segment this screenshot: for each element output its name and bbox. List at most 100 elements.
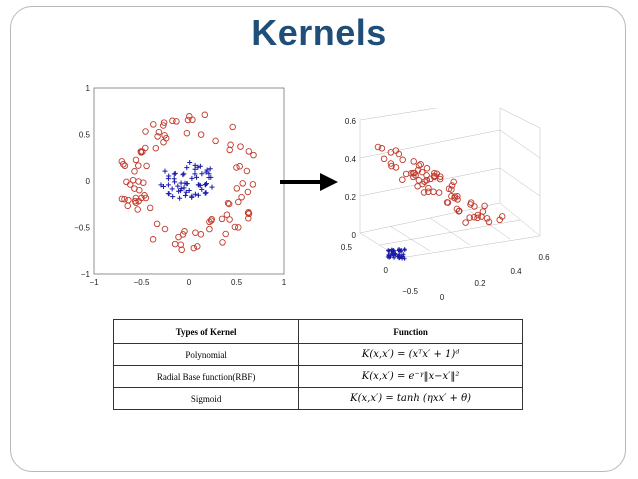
data-point-circle [421,178,428,185]
data-point-circle [236,163,243,170]
data-point-circle [125,196,132,204]
data-point-circle [423,165,431,172]
x-tick-label: 0 [187,278,192,287]
data-point-plus [397,256,401,261]
data-point-circle [479,208,487,215]
data-point-circle [237,143,244,150]
data-point-circle [118,158,126,165]
data-point-plus [171,176,177,182]
data-point-circle [132,156,140,164]
data-point-circle [173,118,180,125]
data-point-circle [443,199,451,206]
y-tick-label: −1 [81,270,91,279]
data-point-circle [224,199,232,207]
data-point-plus [177,195,183,201]
data-point-circle [123,178,130,186]
scatter-plot-3d: 0.6 0.4 0.2 0 0.5 0 −0.5 0 0.2 0.4 0.6 [341,108,550,302]
data-point-plus [186,188,192,193]
data-point-plus [389,247,394,252]
data-point-plus [397,247,401,251]
data-point-plus [161,184,166,189]
data-point-circle [124,202,131,210]
data-point-circle [471,203,478,210]
data-point-circle [387,160,395,167]
data-point-circle [226,216,233,223]
data-point-circle [425,184,432,192]
data-point-circle [243,167,251,175]
data-point-plus [181,171,187,177]
kernel-type: Sigmoid [112,387,300,410]
x-tick-label: −0.5 [134,278,150,287]
data-point-circle [160,119,168,126]
data-point-circle [450,178,457,186]
data-point-circle [153,220,161,228]
data-point-circle [186,113,193,120]
data-point-circle [423,172,430,179]
data-point-circle [225,200,233,208]
data-point-plus [180,172,186,178]
data-point-circle [435,189,443,196]
data-point-circle [155,128,163,136]
kernel-function: K(x,x′) = (xᵀx′ + 1)ᵈ [298,343,523,366]
data-point-circle [206,225,213,233]
data-point-circle [131,197,139,205]
data-point-circle [150,121,157,128]
data-point-circle [154,133,161,140]
data-point-plus [202,190,208,196]
data-point-plus [189,193,195,199]
x-tick-label: 1 [282,278,287,287]
data-point-circle [399,156,406,164]
data-point-circle [448,186,455,193]
data-point-circle [219,239,226,246]
data-point-circle [415,162,423,169]
data-point-plus [184,165,190,171]
y-tick-label: 1 [86,84,91,93]
data-point-circle [496,216,503,224]
data-point-circle [131,185,138,192]
data-point-plus [207,166,213,172]
data-point-circle [231,223,239,231]
slide-frame [10,6,626,472]
data-point-circle [140,179,147,186]
data-point-circle [233,164,240,171]
data-point-circle [171,240,179,248]
data-point-circle [451,193,459,200]
data-point-plus [165,182,171,188]
data-point-circle [184,116,192,124]
z-tick-label: 0.4 [345,155,357,164]
data-point-circle [131,168,138,175]
data-point-plus [183,189,189,195]
data-point-circle [134,206,141,213]
data-point-circle [244,188,252,196]
data-point-circle [121,162,129,170]
data-point-circle [218,215,226,223]
data-point-circle [135,197,142,205]
kernel-table: Types of Kernel Function Polynomial K(x,… [112,319,523,410]
data-point-circle [378,145,386,152]
slide-title: Kernels [251,12,387,53]
data-point-plus [178,188,184,194]
z-tick-label: 0.6 [345,117,357,126]
data-point-circle [142,194,150,202]
data-point-plus [208,174,214,180]
data-point-circle [149,236,157,243]
y-tick-label: −0.5 [402,287,418,296]
data-point-plus [197,163,203,169]
z-tick-label: 0 [352,231,357,240]
data-point-circle [417,161,424,168]
data-point-circle [455,208,463,215]
data-point-circle [183,129,191,137]
data-point-circle [178,246,185,254]
data-point-circle [466,214,473,221]
data-point-plus [393,252,398,257]
data-point-circle [481,202,488,210]
y-tick-label: 0 [86,177,91,186]
data-point-circle [470,213,478,221]
x-tick-label: 0 [440,293,445,302]
table-row: Radial Base function(RBF) K(x,x′) = e⁻ᵞ‖… [112,365,523,388]
data-point-circle [483,215,491,222]
scatter-plot-2d: −1 −0.5 0 0.5 1 1 0.5 0 −0.5 −1 [74,84,287,287]
data-point-circle [430,188,437,196]
data-point-circle [192,229,199,236]
data-point-circle [448,182,456,189]
